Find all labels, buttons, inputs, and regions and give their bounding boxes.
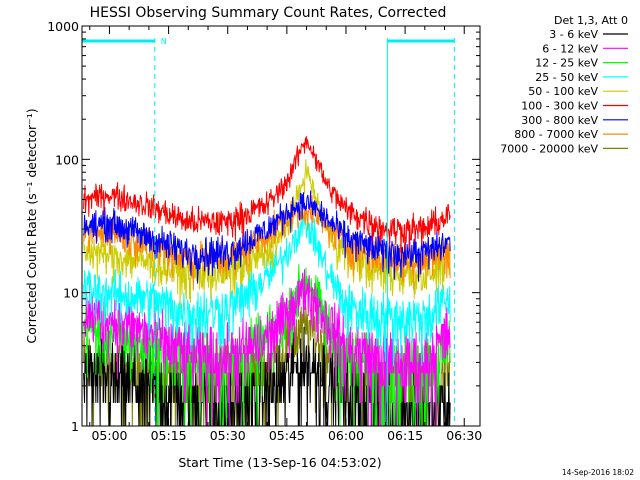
x-tick-label-4: 06:00 bbox=[328, 428, 364, 443]
legend-header: Det 1,3, Att 0 bbox=[554, 14, 628, 27]
legend-label-6: 300 - 800 keV bbox=[521, 114, 598, 127]
y-tick-label-1: 10 bbox=[63, 286, 79, 301]
legend-label-1: 6 - 12 keV bbox=[542, 42, 598, 55]
y-tick-label-2: 100 bbox=[55, 152, 79, 167]
legend-label-3: 25 - 50 keV bbox=[535, 71, 598, 84]
chart-title: HESSI Observing Summary Count Rates, Cor… bbox=[90, 5, 447, 21]
legend-label-4: 50 - 100 keV bbox=[528, 85, 598, 98]
x-tick-label-3: 05:45 bbox=[269, 428, 305, 443]
night-flag-label: N bbox=[161, 37, 167, 46]
footer-date: 14-Sep-2016 18:02 bbox=[562, 468, 634, 477]
y-tick-label-0: 1 bbox=[71, 419, 79, 434]
y-tick-label-3: 1000 bbox=[47, 19, 79, 34]
x-axis-label: Start Time (13-Sep-16 04:53:02) bbox=[178, 455, 381, 470]
axes: 05:00 05:15 05:30 05:45 06:00 06:15 06:30 1 10 10… bbox=[47, 19, 482, 443]
series-line-0 bbox=[83, 326, 451, 427]
y-axis-label: Corrected Count Rate (s⁻¹ detector⁻¹) bbox=[24, 108, 39, 343]
series-line-1 bbox=[83, 269, 451, 427]
series-line-5 bbox=[83, 136, 451, 253]
legend-label-0: 3 - 6 keV bbox=[549, 28, 598, 41]
series-line-3 bbox=[83, 214, 451, 367]
plot-area: N bbox=[82, 37, 455, 427]
legend-label-5: 100 - 300 keV bbox=[521, 100, 598, 113]
x-tick-label-5: 06:15 bbox=[387, 428, 423, 443]
legend-label-8: 7000 - 20000 keV bbox=[500, 142, 598, 155]
x-tick-label-2: 05:30 bbox=[210, 428, 246, 443]
series-line-6 bbox=[83, 190, 451, 284]
legend-label-2: 12 - 25 keV bbox=[535, 57, 598, 70]
x-tick-label-6: 06:30 bbox=[446, 428, 482, 443]
x-tick-label-0: 05:00 bbox=[91, 428, 127, 443]
plot-frame bbox=[81, 25, 481, 427]
x-tick-label-1: 05:15 bbox=[151, 428, 187, 443]
legend-label-7: 800 - 7000 keV bbox=[514, 128, 598, 141]
